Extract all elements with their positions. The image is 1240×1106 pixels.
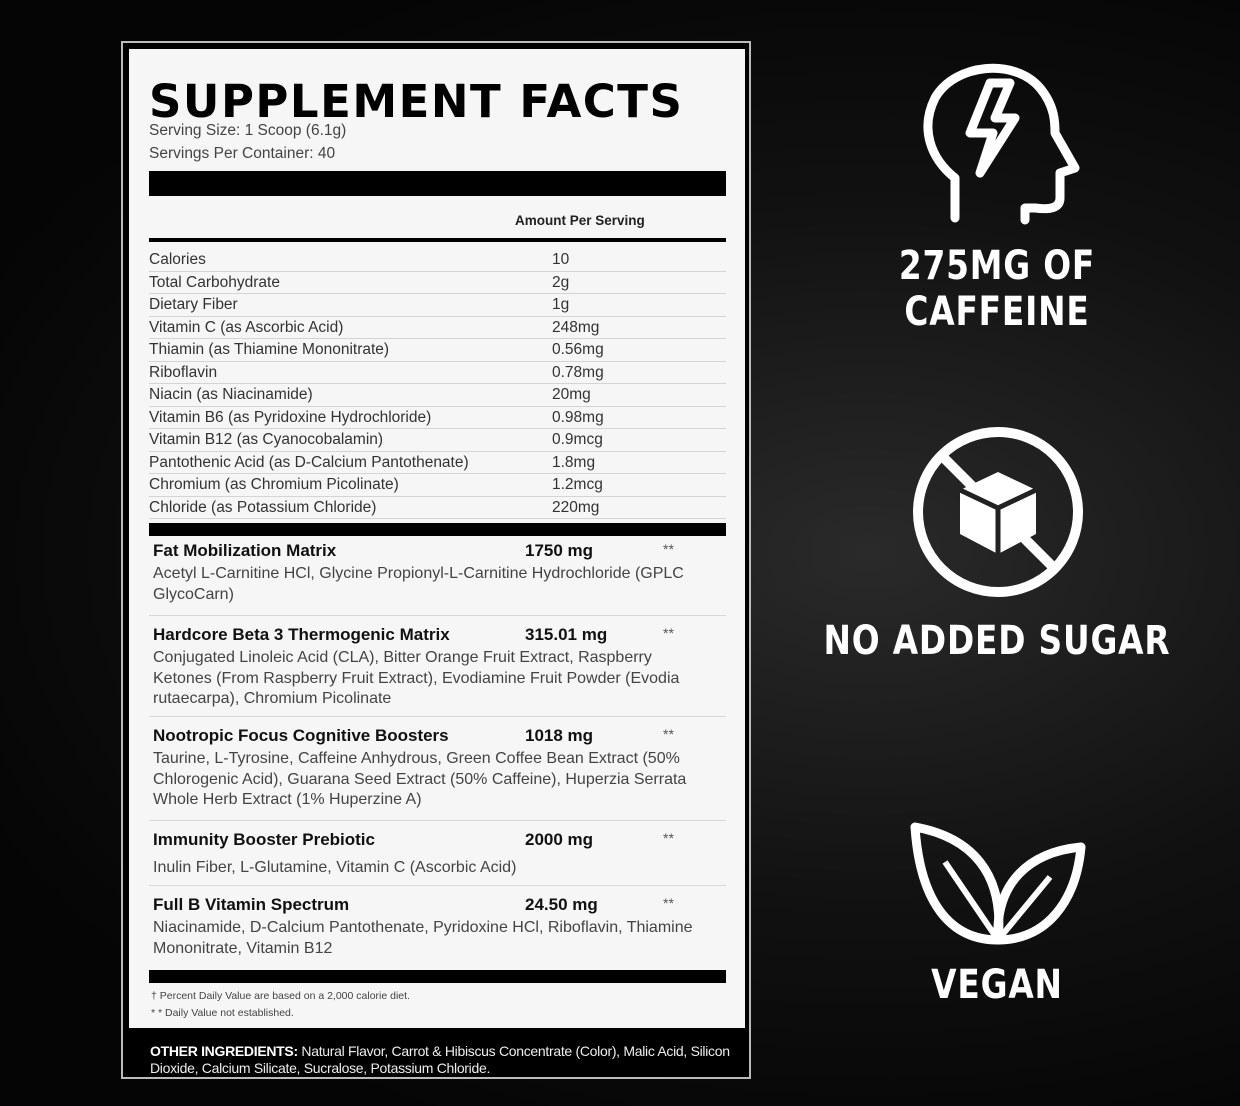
nutrient-row: Vitamin B12 (as Cyanocobalamin) 0.9mcg [149,429,726,452]
blend-amount: 315.01 mg [525,625,608,644]
nutrient-amount: 0.98mg [552,408,604,426]
blend-name: Fat Mobilization Matrix [153,541,337,560]
blend-item: Nootropic Focus Cognitive Boosters 1018 m… [153,726,726,811]
nutrient-name: Riboflavin [149,363,218,381]
facts-card: SUPPLEMENT FACTS Serving Size: 1 Scoop (… [129,49,745,1028]
feature-vegan-label: VEGAN [931,962,1063,1008]
nutrient-amount: 1.8mg [552,453,596,471]
other-ingredients-text: Natural Flavor, Carrot & Hibiscus Concen… [150,1043,730,1076]
blend-ingredients: Inulin Fiber, L-Glutamine, Vitamin C (As… [153,859,517,876]
divider-bar [149,171,726,196]
blend-daily-value: ** [663,726,674,742]
nutrient-name: Calories [149,251,206,268]
nutrient-name: Thiamin (as Thiamine Mononitrate) [149,341,390,358]
no-sugar-cube-icon [913,427,1083,597]
blend-separator [149,820,726,821]
head-lightning-icon [923,63,1080,225]
blend-name: Hardcore Beta 3 Thermogenic Matrix [153,625,450,644]
nutrient-amount: 1.2mcg [552,476,603,493]
blend-separator [149,615,726,616]
nutrient-amount: 0.78mg [552,363,604,381]
amount-per-serving-header: Amount Per Serving [515,213,645,228]
nutrient-name: Vitamin C (as Ascorbic Acid) [149,318,344,336]
blend-daily-value: ** [663,895,674,911]
nutrient-row: Niacin (as Niacinamide) 20mg [149,384,726,407]
facts-title: SUPPLEMENT FACTS [149,75,684,128]
nutrient-name: Pantothenic Acid (as D-Calcium Pantothen… [149,453,469,471]
nutrient-amount: 20mg [552,386,591,403]
nutrient-row: Thiamin (as Thiamine Mononitrate) 0.56mg [149,339,726,362]
nutrient-amount: 220mg [552,498,600,516]
divider-bar [149,970,726,983]
blend-item: Hardcore Beta 3 Thermogenic Matrix 315.01… [153,625,726,710]
other-ingredients: OTHER INGREDIENTS: Natural Flavor, Carro… [150,1043,730,1077]
serving-size: Serving Size: 1 Scoop (6.1g) [149,122,347,139]
nutrient-row: Calories 10 [149,249,726,272]
nutrient-row: Chloride (as Potassium Chloride) 220mg [149,497,726,519]
divider-bar [149,238,726,242]
nutrient-row: Riboflavin 0.78mg [149,362,726,384]
blend-amount: 1018 mg [525,726,594,745]
nutrient-row: Vitamin C (as Ascorbic Acid) 248mg [149,317,726,339]
blend-amount: 1750 mg [525,541,594,560]
other-ingredients-label: OTHER INGREDIENTS: [150,1043,298,1059]
nutrient-row: Pantothenic Acid (as D-Calcium Pantothen… [149,452,726,474]
blend-separator [149,716,726,717]
footnote-not-established: * * Daily Value not established. [151,1007,294,1019]
footnote-daily-value: † Percent Daily Value are based on a 2,0… [151,990,410,1002]
blend-daily-value: ** [663,830,674,846]
blend-daily-value: ** [663,625,674,641]
feature-no-sugar-label: NO ADDED SUGAR [823,618,1171,664]
nutrient-name: Chromium (as Chromium Picolinate) [149,476,399,493]
nutrient-row: Dietary Fiber 1g [149,294,726,317]
nutrient-row: Total Carbohydrate 2g [149,272,726,294]
nutrient-name: Dietary Fiber [149,296,238,313]
blend-ingredients: Acetyl L-Carnitine HCl, Glycine Propiony… [153,565,684,603]
blend-name: Full B Vitamin Spectrum [153,895,350,914]
blend-amount: 2000 mg [525,830,594,849]
blend-item: Full B Vitamin Spectrum 24.50 mg ** Niacina… [153,895,726,959]
nutrient-amount: 0.56mg [552,341,604,358]
blend-ingredients: Taurine, L-Tyrosine, Caffeine Anhydrous,… [153,750,687,808]
blend-item: Immunity Booster Prebiotic 2000 mg ** Inuli… [153,830,726,879]
blend-item: Fat Mobilization Matrix 1750 mg ** Acetyl L… [153,541,726,605]
blend-ingredients: Conjugated Linoleic Acid (CLA), Bitter O… [153,649,680,707]
nutrient-name: Niacin (as Niacinamide) [149,386,313,403]
nutrient-name: Vitamin B12 (as Cyanocobalamin) [149,431,384,448]
nutrient-amount: 10 [552,251,570,268]
divider-bar [149,523,726,536]
blend-daily-value: ** [663,541,674,557]
blend-name: Nootropic Focus Cognitive Boosters [153,726,449,745]
feature-caffeine-label: 275MG OF CAFFEINE [898,243,1096,335]
servings-per-container: Servings Per Container: 40 [149,145,336,162]
nutrient-name: Total Carbohydrate [149,273,280,291]
blend-amount: 24.50 mg [525,895,598,914]
supplement-facts-panel: SUPPLEMENT FACTS Serving Size: 1 Scoop (… [121,41,751,1079]
nutrient-amount: 1g [552,296,570,313]
blend-separator [149,885,726,886]
nutrient-amount: 2g [552,273,570,291]
nutrient-row: Chromium (as Chromium Picolinate) 1.2mcg [149,474,726,497]
leaves-icon [910,822,1086,945]
nutrient-name: Vitamin B6 (as Pyridoxine Hydrochloride) [149,408,432,426]
blend-name: Immunity Booster Prebiotic [153,830,375,849]
blend-ingredients: Niacinamide, D-Calcium Pantothenate, Pyr… [153,919,693,957]
nutrient-amount: 248mg [552,318,600,336]
nutrient-amount: 0.9mcg [552,431,603,448]
nutrient-name: Chloride (as Potassium Chloride) [149,498,377,516]
nutrient-row: Vitamin B6 (as Pyridoxine Hydrochloride)… [149,407,726,429]
